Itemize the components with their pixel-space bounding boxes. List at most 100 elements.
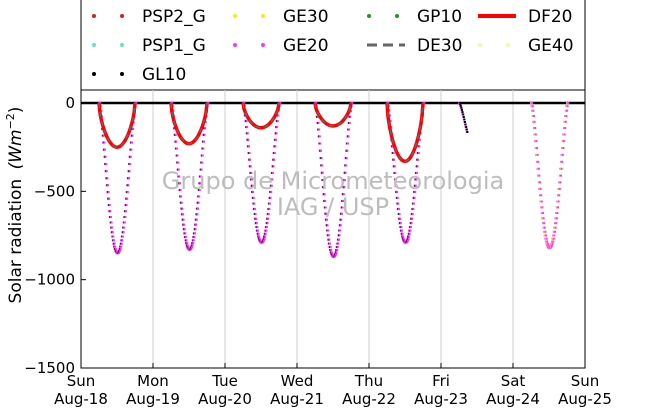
series-point [534,126,537,129]
series-point [533,114,535,117]
series-point [402,237,405,240]
series-point [196,213,199,216]
series-point [179,182,181,185]
x-tick-label-date: Aug-22 [342,390,396,408]
series-point [322,179,325,182]
legend-item-ge20: GE20 [233,36,329,56]
series-point [321,164,324,167]
series-point [340,218,343,221]
legend-label: GE20 [283,36,329,56]
series-point [411,213,414,216]
series-point [323,186,325,189]
series-point [342,193,345,196]
series-point [245,120,248,123]
series-point [102,134,105,137]
y-axis-label-close: ) [6,107,26,114]
series-diffuse-marks [97,102,425,164]
series-point [416,171,418,174]
series-point [395,184,398,187]
series-point [176,154,179,157]
series-point [567,102,570,104]
series-point [344,171,347,174]
series-point [108,204,111,207]
series-point [547,244,550,247]
series-point [107,184,109,187]
series-point [399,217,402,220]
series-point [120,242,123,245]
series-point [411,217,414,220]
series-point [274,145,277,148]
series-point [258,237,261,240]
series-point [181,207,184,210]
series-point [339,229,342,232]
series-point [125,210,127,213]
series-point [393,158,396,161]
series-point [531,102,534,104]
series-point [266,222,269,225]
series-point [408,232,411,235]
series-point [555,222,558,225]
x-tick-label-date: Aug-18 [54,390,108,408]
series-point [537,160,540,163]
series-point [401,229,403,232]
series-point [336,248,339,251]
series-point [124,216,127,219]
series-point [330,248,333,251]
legend-label: GL10 [142,65,186,85]
series-point [414,184,417,187]
legend-item-ge30: GE30 [233,7,329,27]
series-point [532,109,535,112]
series-point [545,234,547,237]
series-point [127,184,130,187]
series-point [256,226,259,229]
series-point [270,190,273,193]
series-point [464,123,467,126]
series-point [254,213,257,216]
series-point [463,118,466,121]
series-point [182,213,184,216]
x-tick-label-day: Sun [571,372,600,390]
y-tick-label: −1500 [24,359,75,377]
series-point [407,239,409,242]
series-point [264,235,267,238]
legend-label: PSP1_G [142,36,206,56]
series-point [398,207,400,210]
series-point [395,178,397,181]
series-point [203,133,206,136]
series-point [175,140,178,143]
series-point [557,206,559,209]
series-point [464,120,466,123]
legend-label: DE30 [417,36,462,56]
gridlines [152,90,514,368]
y-tick-label: 0 [65,94,75,112]
series-point [343,186,346,189]
series-point [272,171,274,174]
series-point [263,237,266,240]
series-point [465,126,468,129]
series-point [347,135,350,138]
series-point [462,113,465,116]
series-point [459,104,462,107]
watermark: Grupo de Micrometeorologia IAG / USP [162,167,504,221]
series-point [347,142,349,145]
series-point [328,238,331,241]
legend-label: GP10 [417,7,462,27]
series-point [275,132,278,135]
series-point [267,213,270,216]
series-point [543,222,546,225]
legend-swatch-dot [478,43,482,47]
series-point [401,232,404,235]
series-point [184,232,187,235]
series-point [195,218,198,221]
series-point [119,249,121,252]
series-point [121,239,124,242]
series-point [194,232,196,235]
series-point [334,254,337,257]
series-point [104,148,106,151]
series-point [174,133,177,136]
series-point [204,121,207,124]
series-point [531,105,534,108]
x-tick-label-day: Wed [281,372,314,390]
legend-swatch-dot [120,14,124,18]
series-line-de30 [314,102,352,127]
